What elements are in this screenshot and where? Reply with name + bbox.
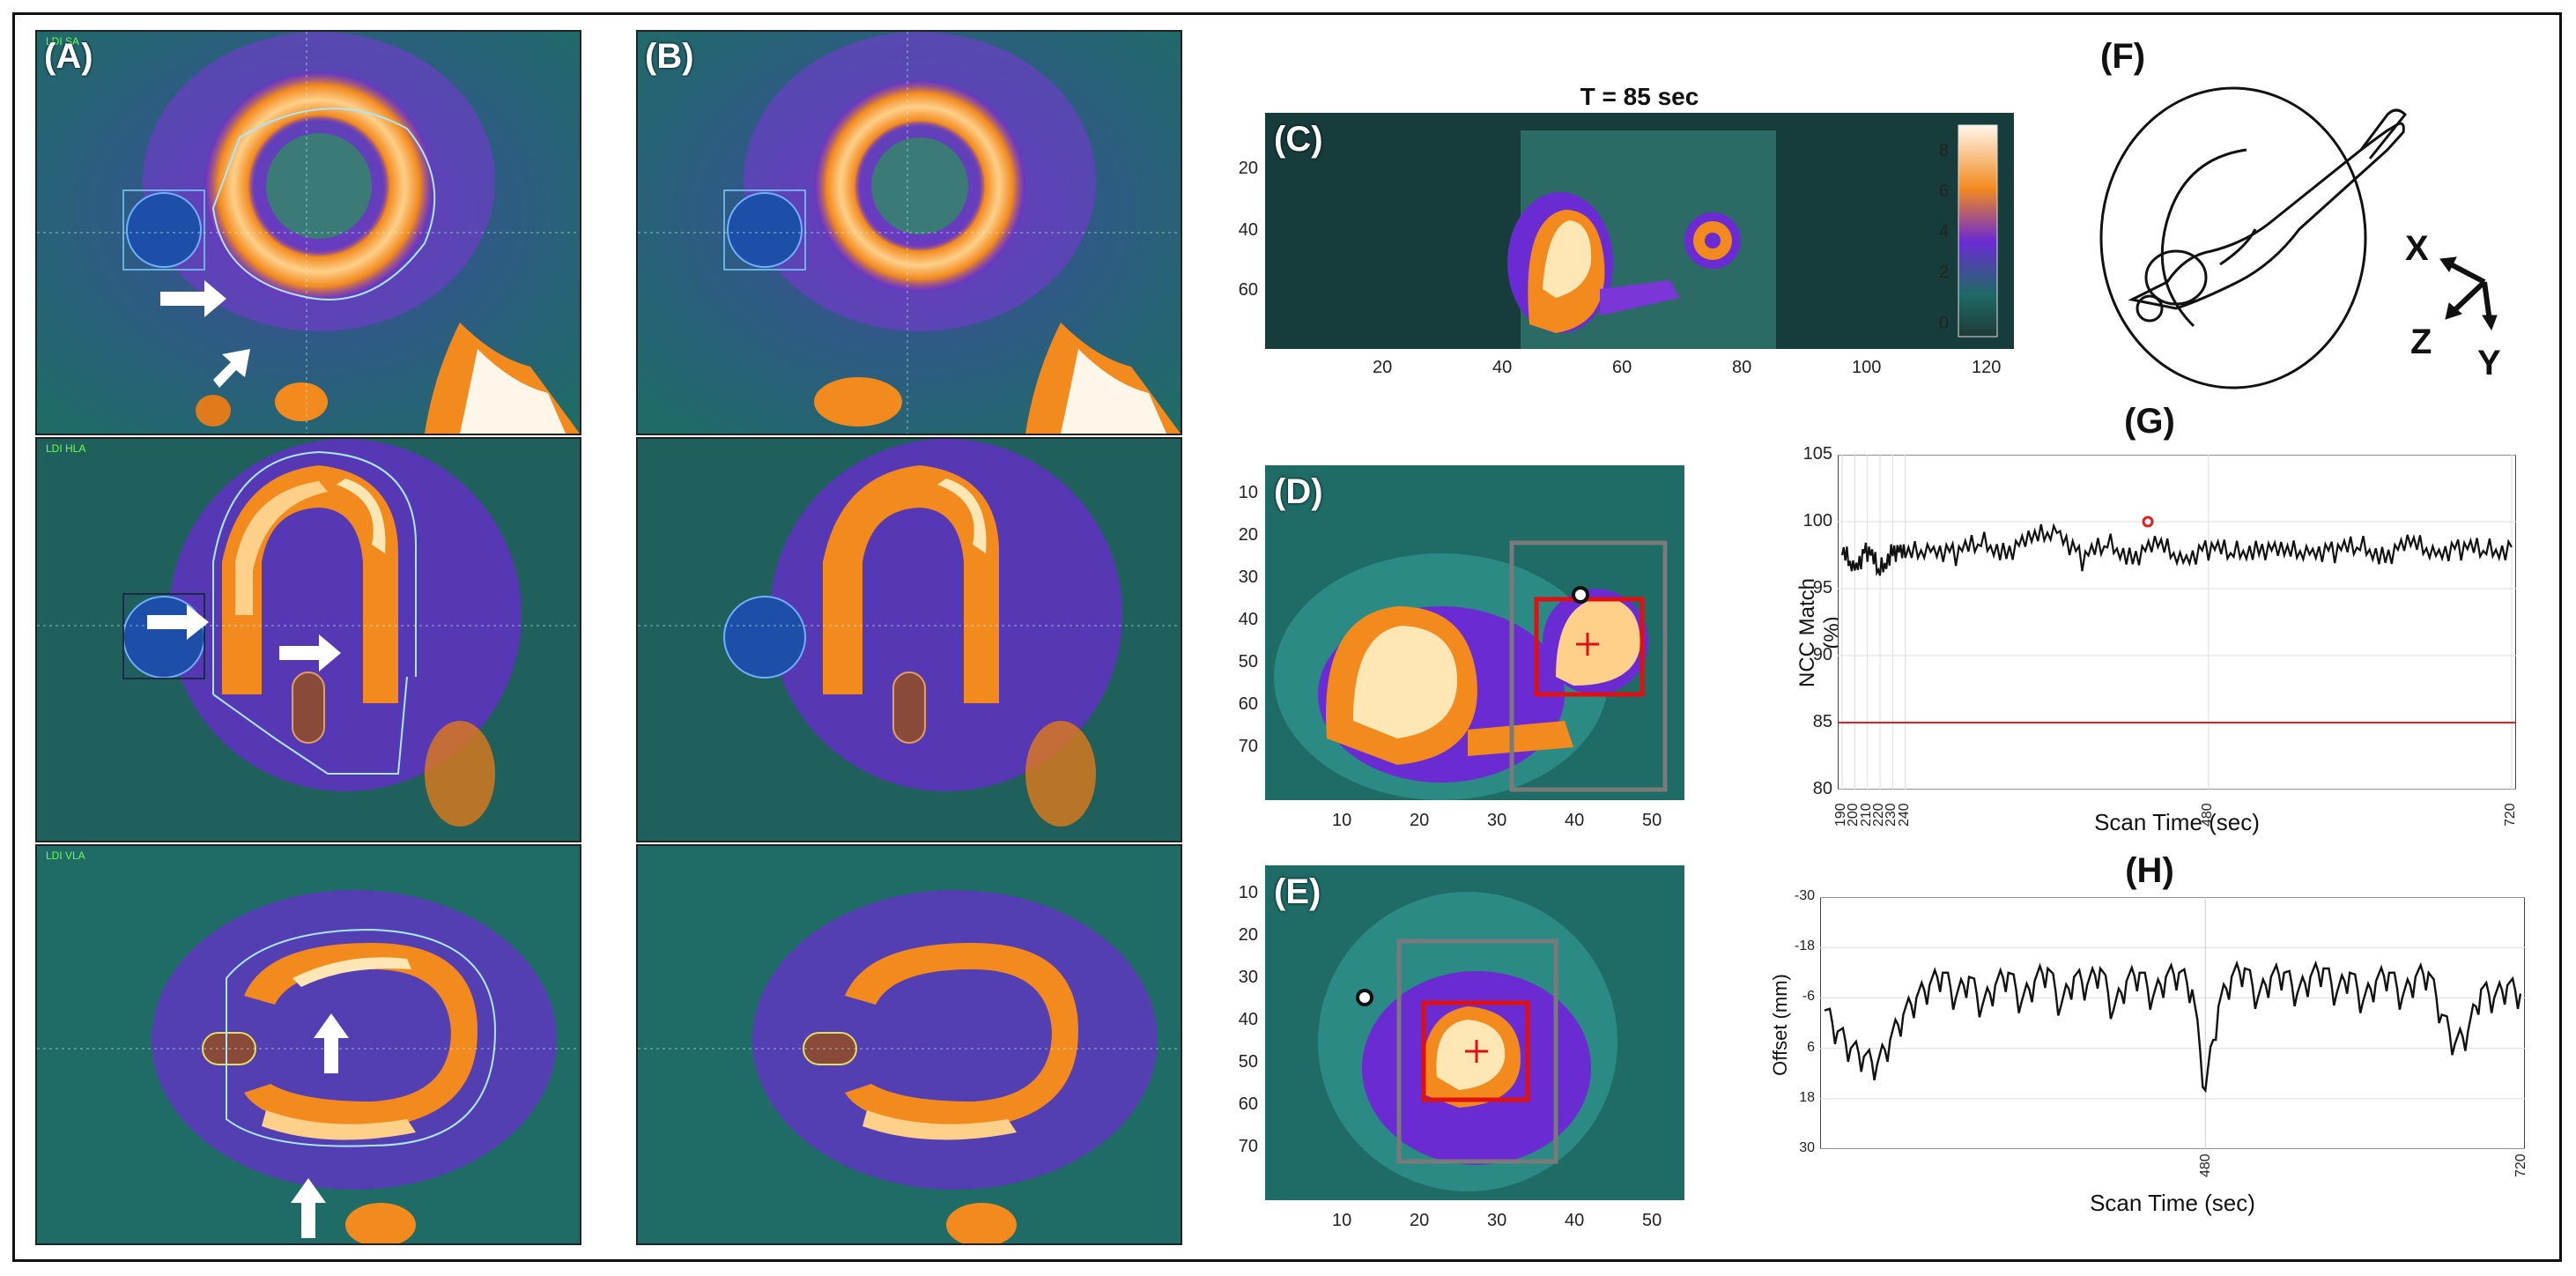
figure-frame: [12, 12, 2562, 1262]
e-axes-xtick: 10: [1332, 1211, 1352, 1230]
view-label-sa: LDI SA: [46, 35, 80, 48]
chart-g-frame: [1838, 455, 2516, 790]
chart-h-ytick: -6: [1802, 989, 1815, 1005]
d-axes-ytick: 70: [1238, 737, 1258, 756]
chart-h-xtick: 720: [2513, 1154, 2528, 1177]
c-colorbar-tick: 6: [1938, 182, 1949, 201]
chart-g-xtick: 720: [2503, 803, 2518, 827]
axis-label-y: Y: [2477, 344, 2501, 382]
e-axes-ytick: 20: [1238, 925, 1258, 945]
chart-h-xlabel: Scan Time (sec): [2090, 1190, 2255, 1216]
d-axes-xtick: 30: [1487, 811, 1507, 830]
e-axes-xtick: 40: [1565, 1211, 1585, 1230]
d-axes-ytick: 40: [1238, 610, 1258, 629]
panel-a-short-axis: LDI SA: [35, 30, 581, 435]
d-axes-xtick: 40: [1565, 811, 1585, 830]
panel-e-image: [1265, 865, 1684, 1200]
e-axes-ytick: 60: [1238, 1094, 1258, 1114]
d-axes-ytick: 10: [1238, 483, 1258, 502]
e-axes-xtick: 50: [1642, 1211, 1662, 1230]
d-axes-ytick: 60: [1238, 694, 1258, 714]
chart-g-ytick: 95: [1812, 578, 1832, 597]
panel-b-short-axis: [636, 30, 1182, 435]
c-colorbar-tick: 0: [1938, 314, 1949, 333]
chart-h-ytick: 6: [1807, 1039, 1815, 1055]
c-xtick: 60: [1612, 358, 1632, 377]
panel-label-e: (E): [1274, 872, 1321, 911]
c-colorbar-tick: 2: [1938, 263, 1949, 282]
coordinate-axes-icon: [2439, 256, 2498, 331]
chart-g-ytick: 85: [1812, 712, 1832, 731]
chart-g-xtick: 240: [1896, 803, 1912, 827]
panel-b-vla: [636, 844, 1182, 1245]
d-axes-ytick: 30: [1238, 568, 1258, 587]
c-ytick: 60: [1238, 280, 1258, 300]
chart-g-xlabel: Scan Time (sec): [2094, 809, 2260, 835]
chart-h-ylabel: Offset (mm): [1769, 974, 1791, 1076]
e-axes-xtick: 30: [1487, 1211, 1507, 1230]
chart-g-ytick: 90: [1812, 645, 1832, 664]
c-xtick: 80: [1732, 358, 1752, 377]
chart-h-ytick: 30: [1799, 1140, 1815, 1155]
chart-g-ytick: 80: [1812, 779, 1832, 798]
e-axes-xtick: 20: [1410, 1211, 1430, 1230]
chart-g-ytick: 100: [1802, 511, 1832, 530]
chart-g-marker: [2142, 516, 2154, 528]
e-axes-ytick: 30: [1238, 968, 1258, 987]
c-ytick: 20: [1238, 159, 1258, 178]
view-label-hla: LDI HLA: [46, 442, 86, 455]
panel-a-vla: LDI VLA: [35, 844, 581, 1245]
chart-g-xtick: 480: [2199, 803, 2215, 827]
chart-h-ytick: 18: [1799, 1089, 1815, 1105]
c-colorbar-tick: 4: [1938, 222, 1949, 241]
panel-b-hla: [636, 437, 1182, 842]
e-axes-ytick: 40: [1238, 1010, 1258, 1029]
patient-orientation-illustration: [2099, 86, 2408, 389]
e-axes-ytick: 70: [1238, 1137, 1258, 1156]
panel-c-title: T = 85 sec: [1580, 83, 1699, 110]
d-axes-xtick: 20: [1410, 811, 1430, 830]
panel-c-image: [1265, 113, 2014, 349]
d-axes-ytick: 20: [1238, 525, 1258, 545]
chart-h-xtick: 480: [2198, 1154, 2214, 1177]
panel-a-hla: LDI HLA: [35, 437, 581, 842]
chart-g: [1838, 455, 2516, 790]
c-xtick: 120: [1972, 358, 2002, 377]
d-axes-xtick: 10: [1332, 811, 1352, 830]
e-axes-ytick: 10: [1238, 883, 1258, 902]
chart-g-series-line: [1840, 523, 2513, 577]
chart-h-frame: [1820, 897, 2525, 1149]
c-xtick: 40: [1492, 358, 1513, 377]
panel-label-a: (A): [44, 37, 93, 76]
axis-label-z: Z: [2410, 323, 2432, 361]
view-label-vla: LDI VLA: [46, 849, 85, 862]
panel-label-b: (B): [645, 37, 694, 76]
axis-label-x: X: [2405, 229, 2429, 268]
c-ytick: 40: [1238, 220, 1258, 240]
panel-label-h: (H): [2125, 851, 2174, 890]
panel-label-g: (G): [2124, 402, 2175, 441]
panel-d-image: [1265, 465, 1684, 800]
c-xtick: 20: [1373, 358, 1393, 377]
panel-label-f: (F): [2100, 37, 2146, 76]
d-axes-xtick: 50: [1642, 811, 1662, 830]
c-xtick: 100: [1852, 358, 1882, 377]
d-axes-ytick: 50: [1238, 652, 1258, 671]
chart-h-ytick: -18: [1794, 938, 1815, 954]
chart-h: [1820, 897, 2525, 1149]
chart-g-ytick: 105: [1802, 444, 1832, 464]
panel-label-c: (C): [1274, 120, 1323, 159]
e-axes-ytick: 50: [1238, 1052, 1258, 1072]
c-colorbar-tick: 8: [1938, 141, 1949, 160]
panel-label-d: (D): [1274, 472, 1323, 511]
chart-h-ytick: -30: [1794, 888, 1815, 903]
chart-h-series-line: [1824, 960, 2522, 1094]
